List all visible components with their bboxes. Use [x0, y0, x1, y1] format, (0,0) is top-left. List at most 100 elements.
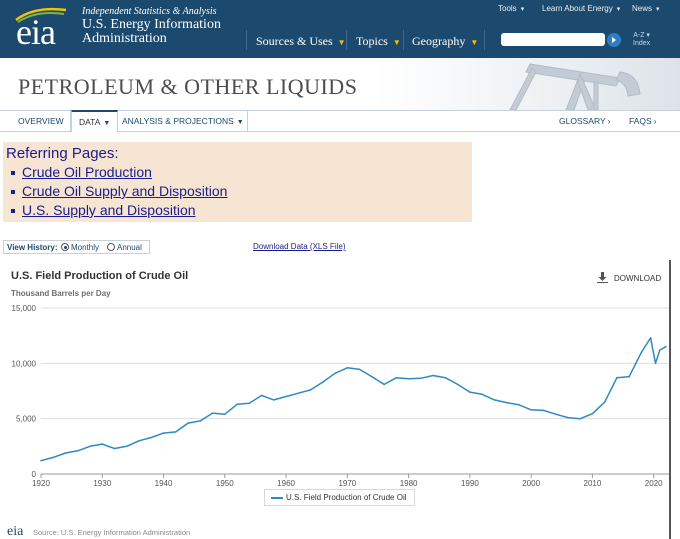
- arrow-right-icon: [612, 37, 616, 43]
- referring-link-crude-oil-production[interactable]: Crude Oil Production: [11, 164, 152, 180]
- chevron-down-icon: ▼: [236, 119, 244, 126]
- main-nav-geography[interactable]: Geography ▼: [412, 34, 478, 49]
- tab-analysis-projections[interactable]: ANALYSIS & PROJECTIONS ▼: [122, 111, 244, 132]
- data-point: [542, 409, 545, 412]
- x-tick-label: 1990: [461, 479, 479, 488]
- section-banner: PETROLEUM & OTHER LIQUIDS: [0, 58, 680, 110]
- data-point: [358, 368, 361, 371]
- data-point: [395, 376, 398, 379]
- main-nav-topics[interactable]: Topics ▼: [356, 34, 401, 49]
- search-button[interactable]: [607, 33, 621, 47]
- legend-swatch: [271, 497, 283, 499]
- utility-nav-tools-label: Tools: [498, 4, 517, 13]
- x-tick-label: 1970: [338, 479, 356, 488]
- series-line: [40, 337, 667, 462]
- tab-divider: [70, 111, 71, 132]
- logo-swoosh-icon: [15, 7, 67, 23]
- chart-title: U.S. Field Production of Crude Oil: [11, 270, 189, 282]
- view-history-label: View History:: [7, 243, 58, 252]
- legend-label: U.S. Field Production of Crude Oil: [286, 493, 407, 502]
- utility-nav-news[interactable]: News ▾: [632, 4, 660, 13]
- tab-data-label: DATA: [79, 117, 101, 127]
- bullet-icon: [11, 171, 15, 176]
- x-tick-label: 1920: [32, 479, 50, 488]
- view-history-control: View History: Monthly Annual: [3, 240, 150, 254]
- radio-annual[interactable]: [107, 243, 115, 251]
- y-tick-label: 5,000: [16, 415, 37, 424]
- data-point: [236, 403, 238, 406]
- main-nav-sources-uses[interactable]: Sources & Uses ▼: [256, 34, 346, 49]
- referring-link-label: Crude Oil Production: [22, 164, 152, 180]
- data-point: [64, 452, 67, 454]
- chart-legend[interactable]: U.S. Field Production of Crude Oil: [264, 489, 415, 506]
- main-nav-geography-label: Geography: [412, 34, 466, 48]
- data-point: [579, 417, 581, 420]
- chevron-down-icon: ▾: [656, 6, 660, 13]
- y-tick-label: 10,000: [12, 359, 37, 368]
- data-point: [52, 456, 55, 459]
- x-tick-label: 1980: [400, 479, 418, 488]
- main-nav-topics-label: Topics: [356, 34, 388, 48]
- glossary-link[interactable]: GLOSSARY ›: [559, 111, 610, 132]
- x-tick-label: 1940: [155, 479, 173, 488]
- radio-monthly[interactable]: [61, 243, 69, 251]
- eia-logo[interactable]: eia: [16, 12, 56, 52]
- data-point: [285, 395, 287, 398]
- x-tick-label: 2000: [522, 479, 540, 488]
- az-index-link[interactable]: A-Z ▾ Index: [633, 32, 650, 48]
- download-xls-link[interactable]: Download Data (XLS File): [253, 242, 346, 251]
- data-point: [260, 394, 263, 397]
- data-point: [616, 376, 618, 379]
- nav-divider: [246, 30, 247, 50]
- y-tick-label: 15,000: [12, 304, 37, 313]
- chart-plot[interactable]: 0 5,000 10,000 15,000 1920 1930 1940 1950 1960 19…: [0, 296, 670, 492]
- oil-pump-icon: [509, 63, 641, 110]
- section-title: PETROLEUM & OTHER LIQUIDS: [18, 74, 358, 99]
- main-nav-sources-uses-label: Sources & Uses: [256, 34, 333, 48]
- x-tick-label: 2010: [584, 479, 602, 488]
- nav-divider: [346, 30, 347, 50]
- data-point: [481, 393, 483, 396]
- scrollbar[interactable]: [669, 260, 671, 539]
- utility-nav-learn[interactable]: Learn About Energy ▾: [542, 4, 620, 13]
- data-point: [456, 383, 459, 386]
- data-point: [603, 401, 606, 403]
- data-point: [248, 402, 251, 404]
- nav-divider: [484, 30, 485, 50]
- data-point: [371, 375, 373, 378]
- chart-y-unit: Thousand Barrels per Day: [11, 289, 111, 298]
- referring-link-us-supply[interactable]: U.S. Supply and Disposition: [11, 202, 196, 218]
- data-point: [665, 345, 667, 348]
- radio-annual-label[interactable]: Annual: [117, 243, 142, 252]
- chevron-down-icon: ▼: [337, 38, 346, 47]
- chevron-down-icon: ▼: [392, 38, 401, 47]
- chevron-down-icon: ▾: [616, 6, 621, 13]
- faqs-link[interactable]: FAQS ›: [629, 111, 656, 132]
- data-point: [407, 378, 410, 380]
- search-input[interactable]: [501, 33, 605, 46]
- data-point: [444, 376, 447, 379]
- agency-name[interactable]: U.S. Energy Information Administration: [82, 18, 221, 46]
- data-point: [224, 413, 226, 415]
- y-tick-label: 0: [32, 470, 37, 479]
- utility-nav-tools[interactable]: Tools ▾: [498, 4, 524, 13]
- x-tick-label: 1960: [277, 479, 295, 488]
- data-point: [493, 399, 496, 401]
- chevron-right-icon: ›: [653, 117, 657, 126]
- tab-data[interactable]: DATA ▼: [71, 110, 119, 132]
- chart-download-button[interactable]: DOWNLOAD: [597, 272, 661, 284]
- data-point: [649, 337, 652, 339]
- data-point: [150, 436, 153, 439]
- data-point: [505, 401, 508, 404]
- referring-link-crude-oil-supply[interactable]: Crude Oil Supply and Disposition: [11, 183, 227, 199]
- data-point: [309, 389, 312, 391]
- data-point: [297, 392, 300, 394]
- utility-nav-learn-label: Learn About Energy: [542, 4, 613, 13]
- radio-monthly-label[interactable]: Monthly: [71, 243, 100, 252]
- download-icon: [597, 272, 608, 284]
- nav-divider: [403, 30, 404, 50]
- data-point: [567, 416, 569, 419]
- tagline: Independent Statistics & Analysis: [82, 6, 217, 17]
- data-point: [199, 420, 202, 422]
- tab-overview[interactable]: OVERVIEW: [18, 116, 64, 126]
